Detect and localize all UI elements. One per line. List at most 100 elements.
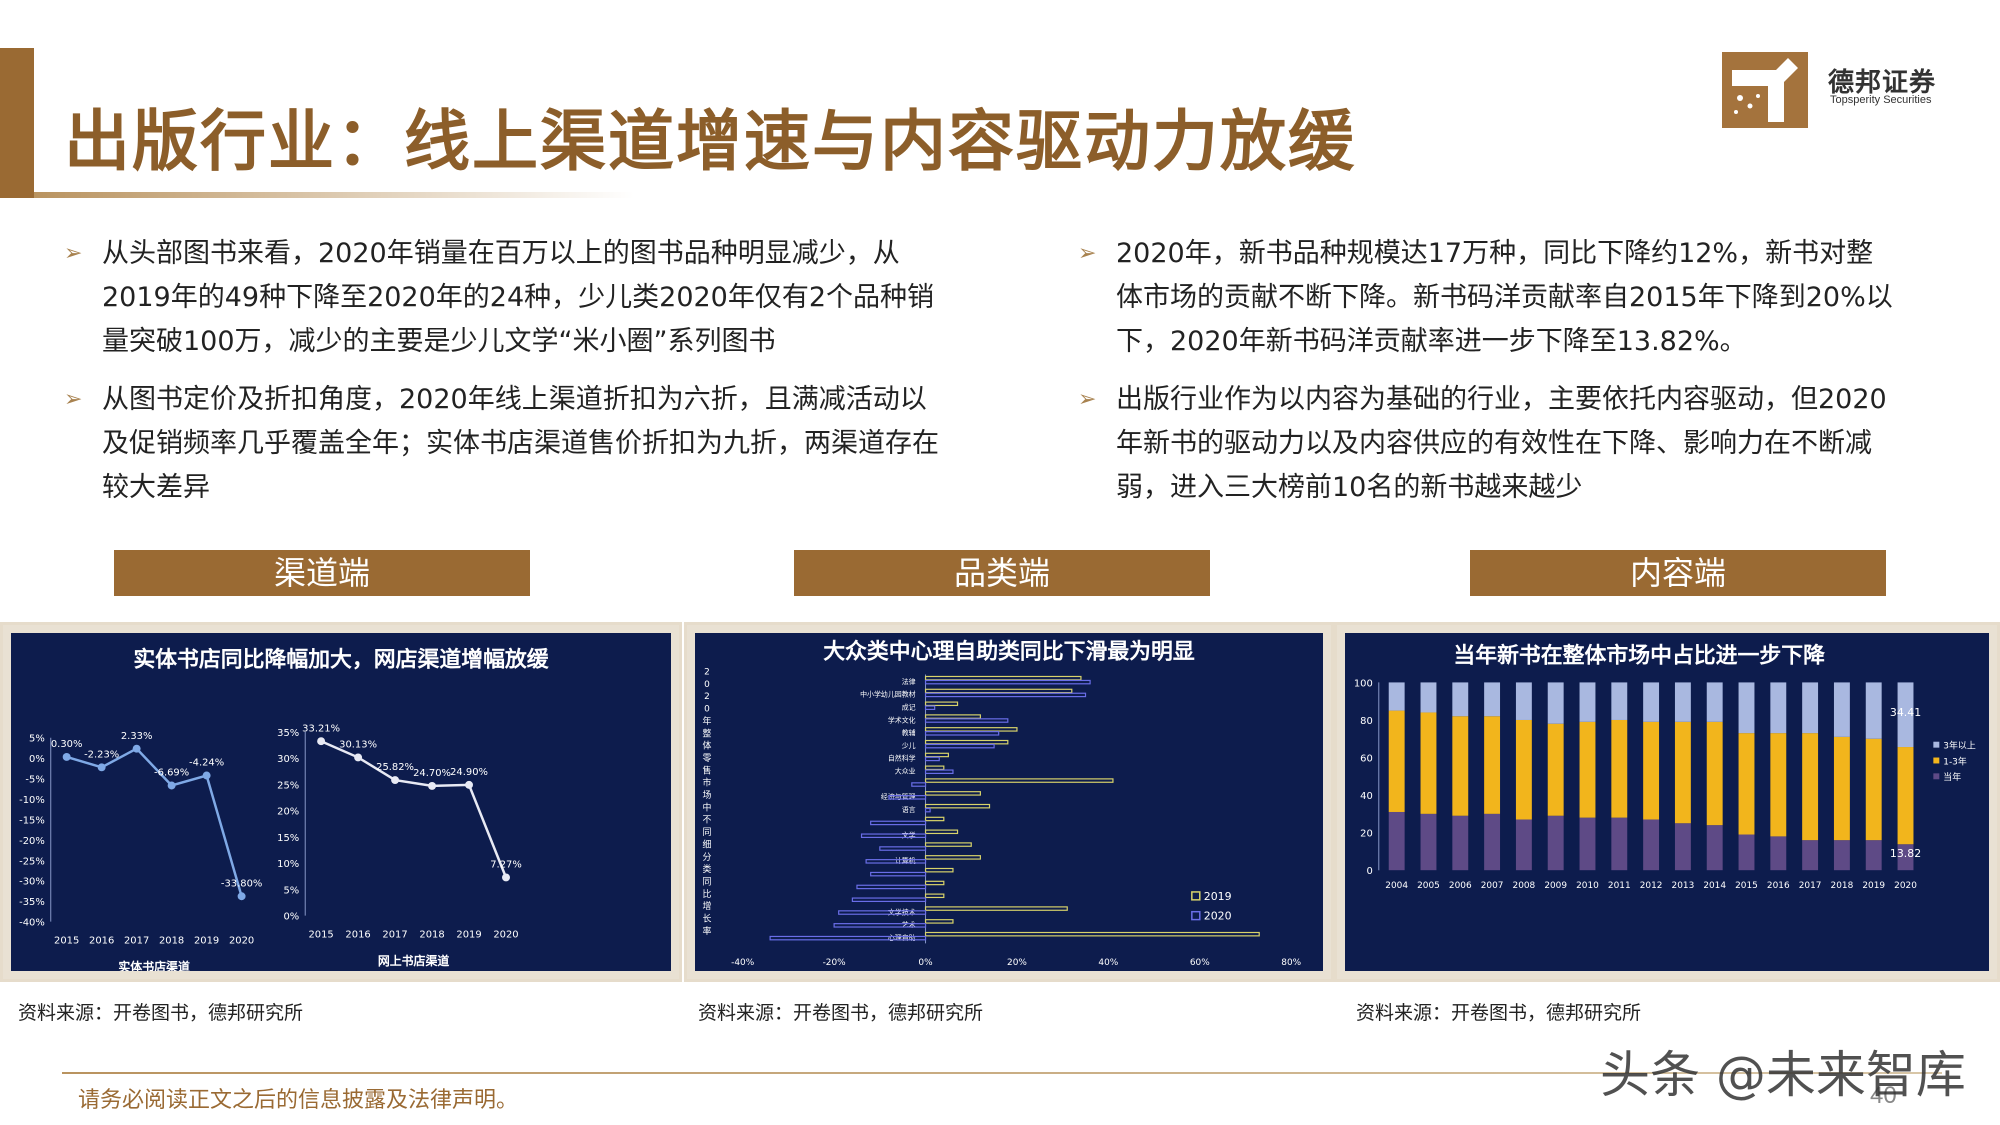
bar-2020: [833, 923, 927, 928]
y-axis-label-char: 场: [702, 790, 711, 801]
bar-2019: [924, 816, 945, 822]
chart-panel-category: 大众类中心理自助类同比下滑最为明显 2 0 2 0 年整体零售市场中不同细分类同比增长率 -…: [684, 622, 1334, 982]
y-axis-label-char: 体: [702, 740, 711, 752]
y-tick-label: 80: [1360, 716, 1373, 727]
section-label-content: 内容端: [1470, 550, 1886, 596]
brand-logo: [1722, 52, 1808, 128]
bar-segment-当年: [1706, 825, 1723, 871]
bullet-item: ➢ 2020年，新书品种规模达17万种，同比下降约12%，新书对整体市场的贡献不…: [1078, 232, 1898, 364]
legend-swatch: [1933, 741, 1940, 748]
bar-2020: [924, 807, 931, 813]
legal-notice: 请务必阅读正文之后的信息披露及法律声明。: [78, 1088, 519, 1113]
bar-segment-3年以上: [1452, 682, 1469, 717]
x-tick-label: 2018: [159, 935, 184, 946]
page-title: 出版行业：线上渠道增速与内容驱动力放缓: [64, 103, 1356, 180]
data-label: 30.13%: [339, 740, 377, 751]
bar-2020: [856, 884, 927, 890]
x-tick-label: 2015: [1735, 881, 1758, 891]
x-tick-label: 2019: [456, 929, 481, 940]
bar-2019: [924, 752, 949, 758]
channel-growth-chart: 实体书店同比降幅加大，网店渠道增幅放缓 5% 0% -5% -10% -15% -20% -2…: [19, 647, 550, 971]
x-tick-label: 2010: [1576, 881, 1599, 891]
data-label: 7.27%: [490, 860, 522, 871]
section-label-channel: 渠道端: [114, 550, 530, 596]
bar-2020: [769, 935, 927, 941]
bar-segment-1-3年: [1897, 747, 1914, 845]
bar-segment-3年以上: [1674, 682, 1691, 722]
bullet-arrow-icon: ➢: [1078, 241, 1097, 266]
data-label: 25.82%: [376, 762, 414, 773]
x-tick-label: 2012: [1640, 881, 1663, 891]
data-point: [167, 781, 176, 790]
bar-segment-3年以上: [1388, 682, 1405, 711]
bar-segment-1-3年: [1706, 721, 1723, 826]
y-axis-label-char: 0: [704, 705, 710, 715]
x-tick-label: 2013: [1672, 881, 1695, 891]
category-label: 自然科学: [888, 754, 916, 763]
y-axis-label-char: 中: [702, 801, 711, 813]
data-label: -6.69%: [154, 768, 189, 779]
chart-title: 实体书店同比降幅加大，网店渠道增幅放缓: [133, 647, 550, 673]
bar-segment-当年: [1865, 840, 1882, 871]
bullet-arrow-icon: ➢: [1078, 387, 1097, 412]
bar-segment-当年: [1674, 823, 1691, 871]
bar-2019: [924, 880, 945, 886]
legend-label: 1-3年: [1943, 755, 1967, 767]
bullet-item: ➢ 出版行业作为以内容为基础的行业，主要依托内容驱动，但2020年新书的驱动力以…: [1078, 378, 1898, 510]
category-label: 中小学幼儿园教材: [860, 690, 916, 699]
bullet-text: 2020年，新书品种规模达17万种，同比下降约12%，新书对整体市场的贡献不断下…: [1116, 238, 1893, 357]
category-label: 少儿: [902, 742, 916, 750]
category-label: 文学技术: [888, 907, 916, 916]
bullet-list-left: ➢ 从头部图书来看，2020年销量在百万以上的图书品种明显减少，从2019年的4…: [64, 232, 944, 524]
x-tick-label: 2020: [493, 929, 518, 940]
bar-segment-3年以上: [1579, 682, 1596, 722]
category-growth-chart: 大众类中心理自助类同比下滑最为明显2020年整体零售市场中不同细分类同比增长率-…: [702, 639, 1301, 968]
page-number: 40: [1870, 1082, 1897, 1109]
bar-2020: [924, 743, 995, 749]
data-label: 2.33%: [121, 731, 153, 742]
x-tick-label: 2009: [1544, 881, 1567, 891]
y-tick-label: 15%: [277, 833, 299, 844]
category-label: 语言: [902, 805, 916, 814]
category-label: 文学: [902, 831, 916, 840]
watermark-text: 头条 @未来智库: [1600, 1046, 1966, 1104]
y-axis-label-char: 长: [702, 913, 711, 925]
bar-2019: [924, 931, 1260, 937]
y-axis-label-char: 分: [702, 852, 711, 863]
bar-2019: [924, 867, 954, 873]
category-label: 成记: [902, 702, 916, 711]
data-label: 34.41: [1890, 706, 1921, 719]
bar-segment-当年: [1420, 813, 1437, 871]
chart-panel-content: 当年新书在整体市场中占比进一步下降 100 80 60 40 20 0 2004 2005 200…: [1334, 622, 2000, 982]
data-point: [237, 892, 246, 901]
x-tick-label: 2008: [1513, 881, 1536, 891]
category-label: 教辅: [902, 728, 916, 737]
legend-swatch: [1933, 773, 1940, 780]
bar-2020: [865, 859, 927, 864]
x-axis-label: 实体书店渠道: [118, 960, 190, 971]
bar-segment-当年: [1738, 834, 1755, 871]
y-tick-label: 35%: [277, 728, 299, 739]
y-tick-label: 20%: [277, 807, 299, 818]
y-tick-label: -30%: [19, 877, 45, 888]
bar-2019: [924, 906, 1068, 911]
y-axis-label-char: 整: [702, 727, 711, 739]
data-point: [465, 780, 473, 789]
x-tick-label: -20%: [823, 958, 846, 968]
bullet-list-right: ➢ 2020年，新书品种规模达17万种，同比下降约12%，新书对整体市场的贡献不…: [1078, 232, 1898, 524]
title-accent-bar: [0, 48, 34, 198]
data-point: [317, 737, 326, 746]
x-tick-label: 2020: [1894, 881, 1917, 891]
x-tick-label: 2011: [1608, 881, 1631, 891]
y-axis-label-char: 0: [704, 680, 710, 690]
y-axis-label-char: 同: [702, 827, 711, 838]
bar-segment-当年: [1484, 813, 1501, 871]
bar-segment-1-3年: [1738, 733, 1755, 835]
data-point: [202, 771, 211, 780]
bar-2019: [924, 701, 959, 707]
bullet-arrow-icon: ➢: [64, 387, 83, 412]
bar-2020: [870, 820, 927, 826]
bar-2019: [924, 803, 991, 809]
data-point: [428, 781, 437, 790]
x-tick-label: 2017: [382, 929, 407, 940]
